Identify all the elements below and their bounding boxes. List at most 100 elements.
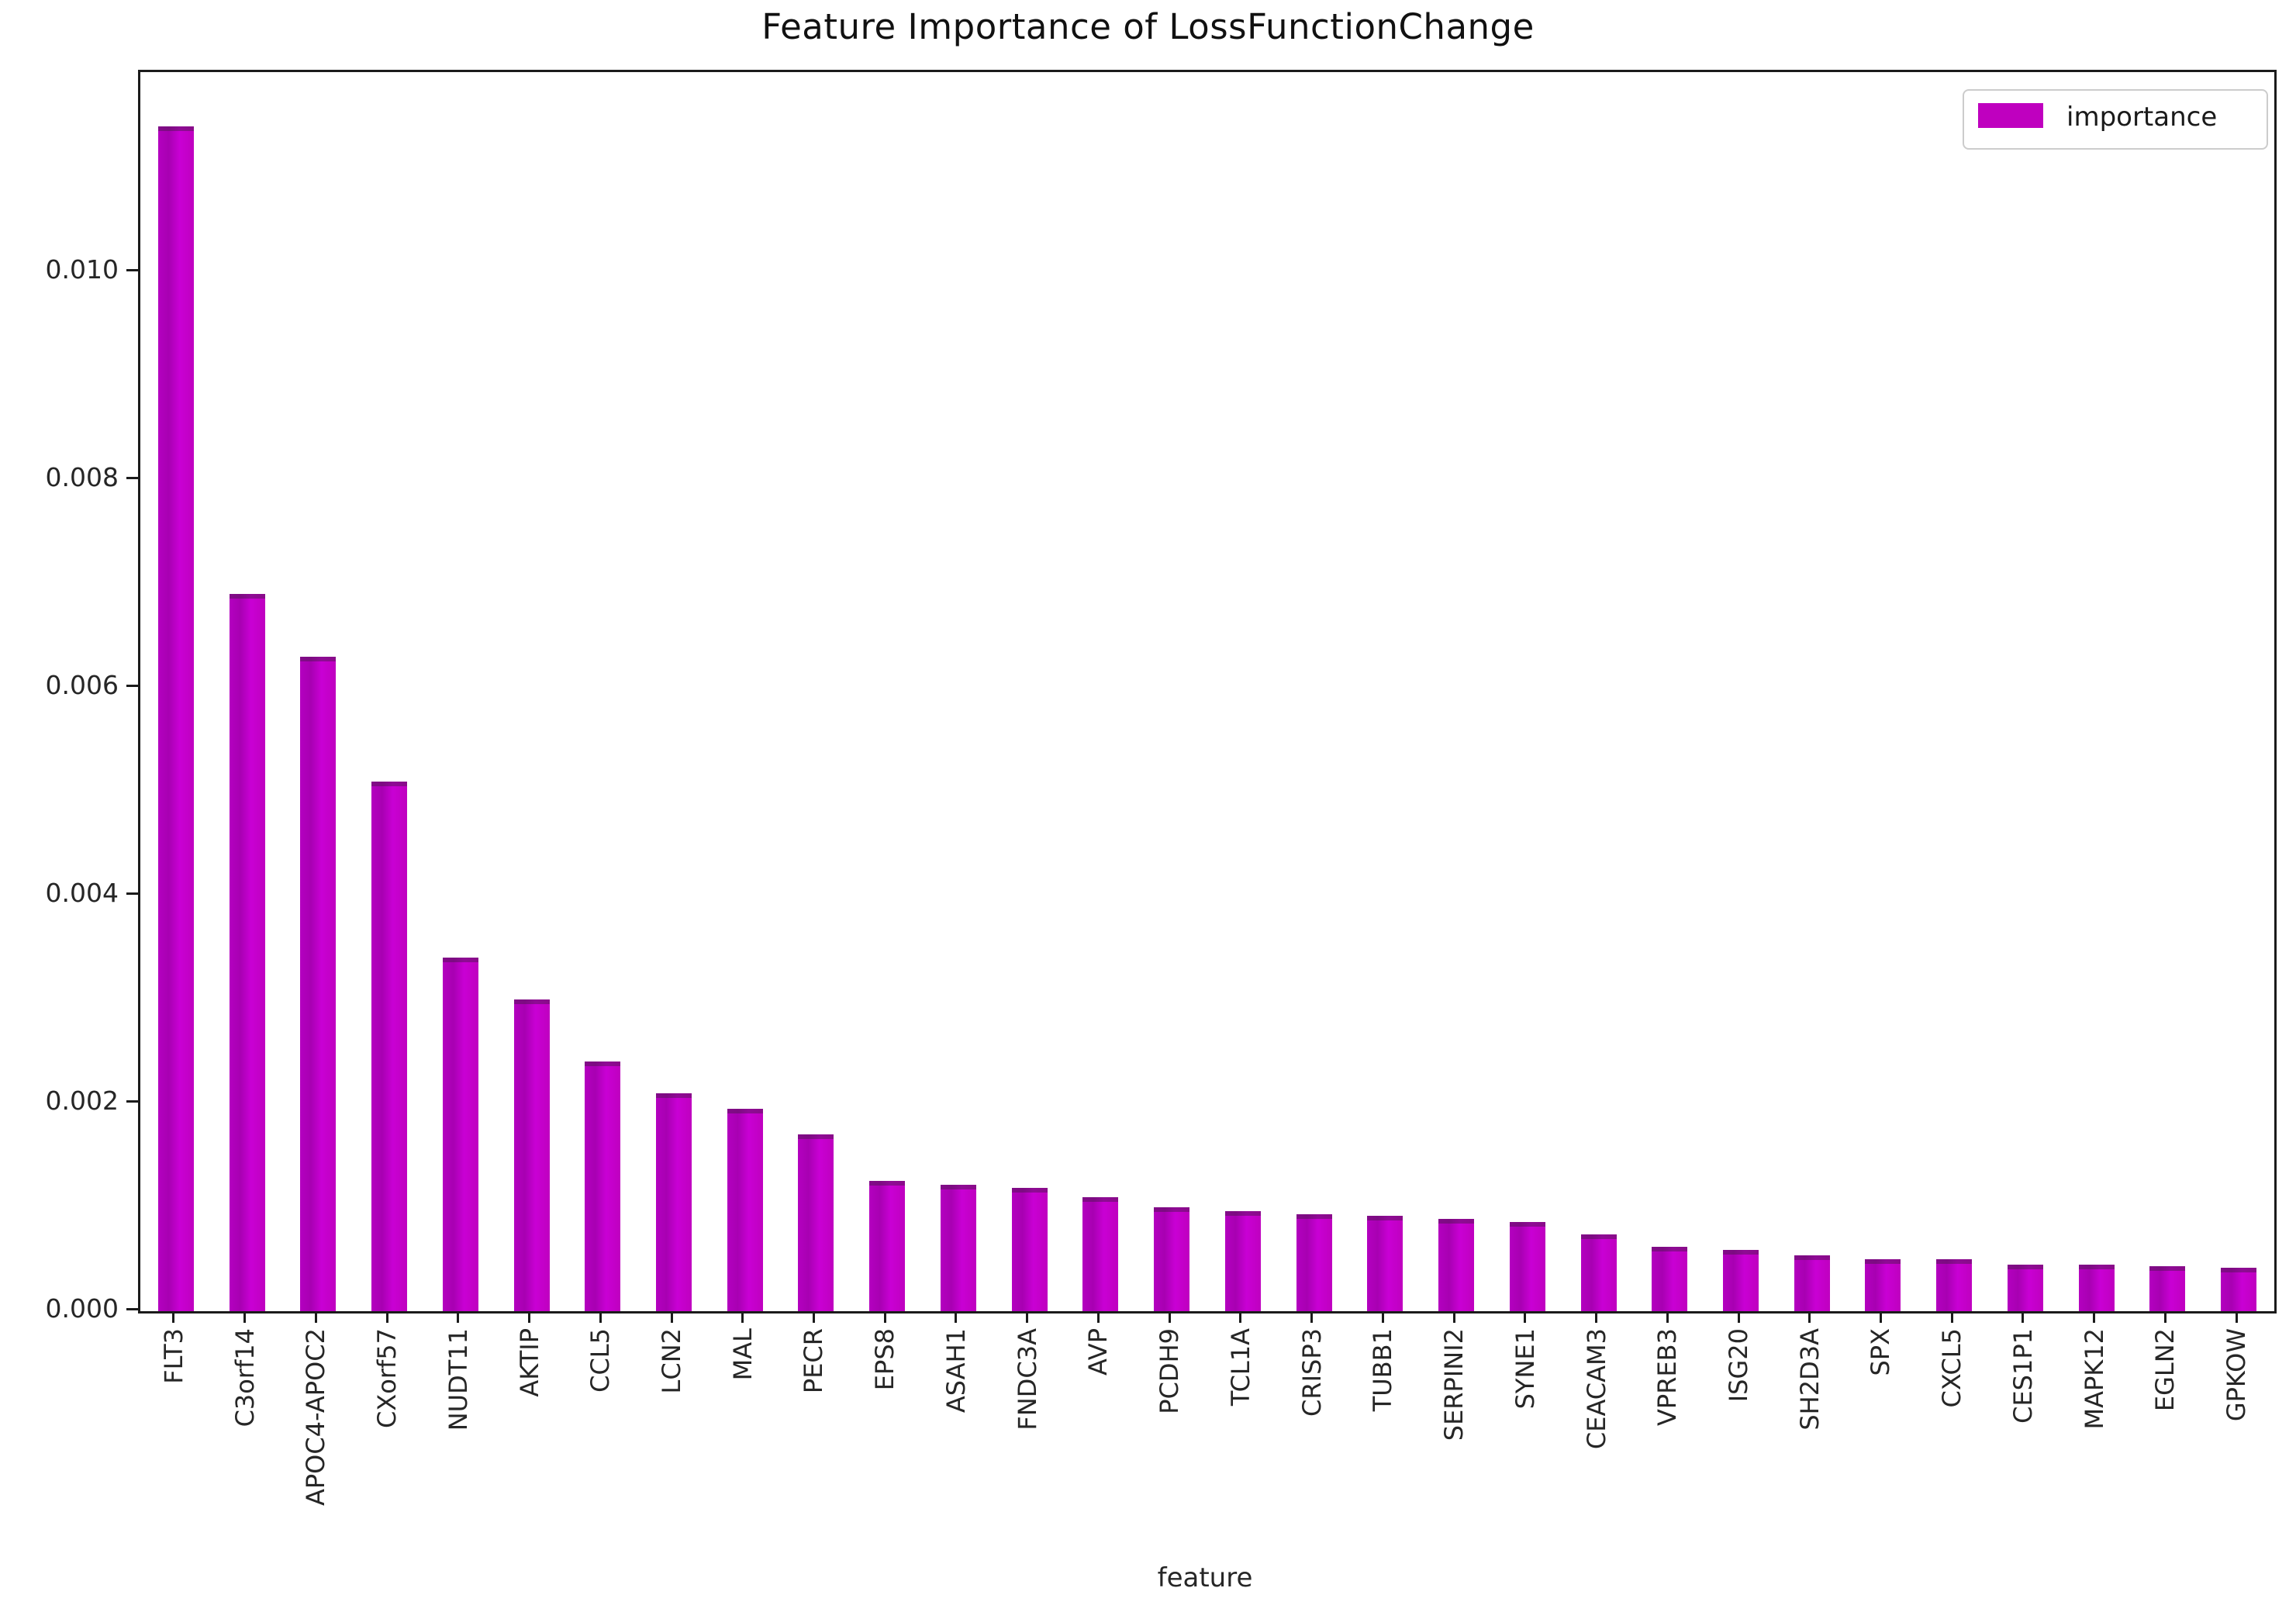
- bar-TUBB1: [1367, 1216, 1403, 1311]
- y-tick-label-0.006: 0.006: [45, 670, 119, 700]
- x-tick-label-FLT3: FLT3: [159, 1328, 188, 1384]
- x-tick-mark: [1808, 1311, 1811, 1323]
- legend: importance: [1963, 89, 2268, 150]
- bar-ASAH1: [941, 1185, 976, 1311]
- bar-VPREB3: [1652, 1247, 1687, 1311]
- chart-title: Feature Importance of LossFunctionChange: [761, 6, 1535, 47]
- x-tick-label-CCL5: CCL5: [585, 1328, 615, 1393]
- x-tick-mark: [1097, 1311, 1100, 1323]
- x-tick-label-ISG20: ISG20: [1724, 1328, 1753, 1403]
- x-tick-label-CES1P1: CES1P1: [2008, 1328, 2038, 1424]
- y-tick-label-0.010: 0.010: [45, 254, 119, 285]
- y-tick-mark: [126, 269, 138, 271]
- bar-EGLN2: [2149, 1266, 2185, 1311]
- x-tick-mark: [955, 1311, 957, 1323]
- y-tick-label-0.002: 0.002: [45, 1086, 119, 1116]
- x-tick-label-PECR: PECR: [799, 1328, 828, 1394]
- x-tick-label-APOC4-APOC2: APOC4-APOC2: [301, 1328, 330, 1506]
- bar-MAL: [727, 1109, 763, 1311]
- importance-color-swatch: [1978, 103, 2043, 128]
- x-axis-label: feature: [1157, 1562, 1253, 1593]
- x-tick-label-TUBB1: TUBB1: [1368, 1328, 1397, 1412]
- x-tick-label-CXorf57: CXorf57: [372, 1328, 402, 1428]
- x-tick-mark: [172, 1311, 174, 1323]
- bar-MAPK12: [2079, 1265, 2115, 1311]
- x-tick-mark: [315, 1311, 317, 1323]
- x-tick-label-EGLN2: EGLN2: [2150, 1328, 2180, 1412]
- x-tick-mark: [741, 1311, 744, 1323]
- y-tick-mark: [126, 1308, 138, 1310]
- x-tick-mark: [2236, 1311, 2238, 1323]
- x-tick-label-AKTIP: AKTIP: [515, 1328, 544, 1397]
- x-tick-label-EPS8: EPS8: [870, 1328, 899, 1391]
- x-tick-label-GPKOW: GPKOW: [2222, 1328, 2251, 1422]
- bar-ISG20: [1723, 1250, 1759, 1311]
- y-tick-mark: [126, 1100, 138, 1103]
- bar-PECR: [798, 1134, 834, 1311]
- y-tick-mark: [126, 892, 138, 895]
- x-tick-mark: [813, 1311, 815, 1323]
- bar-PCDH9: [1154, 1207, 1189, 1311]
- x-tick-mark: [528, 1311, 530, 1323]
- bar-TCL1A: [1225, 1211, 1261, 1311]
- bar-CXCL5: [1936, 1259, 1972, 1311]
- x-tick-label-CEACAM3: CEACAM3: [1582, 1328, 1611, 1450]
- bar-C3orf14: [230, 594, 265, 1311]
- bar-CEACAM3: [1581, 1234, 1617, 1311]
- x-tick-label-PCDH9: PCDH9: [1155, 1328, 1184, 1414]
- x-tick-label-SH2D3A: SH2D3A: [1795, 1328, 1825, 1431]
- x-tick-mark: [1595, 1311, 1597, 1323]
- x-tick-label-MAL: MAL: [728, 1328, 758, 1381]
- bar-AVP: [1082, 1197, 1118, 1311]
- bar-NUDT11: [443, 958, 478, 1311]
- y-tick-label-0.008: 0.008: [45, 462, 119, 492]
- x-tick-label-AVP: AVP: [1083, 1328, 1113, 1376]
- x-tick-mark: [1880, 1311, 1882, 1323]
- bar-SPX: [1865, 1259, 1901, 1311]
- bar-FNDC3A: [1012, 1188, 1048, 1311]
- y-tick-mark: [126, 477, 138, 479]
- bar-GPKOW: [2221, 1268, 2256, 1311]
- x-tick-mark: [599, 1311, 602, 1323]
- bar-AKTIP: [514, 999, 550, 1311]
- legend-label: importance: [2066, 102, 2218, 133]
- x-tick-label-FNDC3A: FNDC3A: [1013, 1328, 1042, 1431]
- x-tick-label-C3orf14: C3orf14: [230, 1328, 260, 1427]
- bar-SERPINI2: [1438, 1219, 1474, 1311]
- x-tick-mark: [1239, 1311, 1241, 1323]
- x-tick-mark: [2164, 1311, 2167, 1323]
- bar-SYNE1: [1510, 1222, 1545, 1311]
- x-tick-label-LCN2: LCN2: [657, 1328, 686, 1394]
- x-tick-mark: [1026, 1311, 1028, 1323]
- x-tick-label-NUDT11: NUDT11: [444, 1328, 473, 1431]
- x-tick-mark: [1453, 1311, 1455, 1323]
- x-tick-label-CRISP3: CRISP3: [1297, 1328, 1327, 1417]
- x-tick-mark: [1310, 1311, 1313, 1323]
- x-tick-mark: [1382, 1311, 1384, 1323]
- x-tick-mark: [243, 1311, 246, 1323]
- x-tick-mark: [1169, 1311, 1171, 1323]
- bar-APOC4-APOC2: [300, 657, 336, 1311]
- x-tick-mark: [884, 1311, 886, 1323]
- x-tick-mark: [386, 1311, 388, 1323]
- x-tick-mark: [1738, 1311, 1740, 1323]
- x-tick-label-SERPINI2: SERPINI2: [1439, 1328, 1469, 1441]
- x-tick-mark: [1951, 1311, 1953, 1323]
- plot-area: importance: [138, 70, 2277, 1313]
- bar-EPS8: [869, 1181, 905, 1311]
- y-tick-label-0.004: 0.004: [45, 878, 119, 908]
- x-tick-label-ASAH1: ASAH1: [941, 1328, 971, 1414]
- bar-LCN2: [656, 1093, 692, 1311]
- x-tick-mark: [1524, 1311, 1526, 1323]
- x-tick-label-SPX: SPX: [1866, 1328, 1895, 1376]
- x-tick-label-MAPK12: MAPK12: [2080, 1328, 2109, 1430]
- x-tick-mark: [1666, 1311, 1669, 1323]
- x-tick-mark: [671, 1311, 673, 1323]
- bar-FLT3: [158, 126, 194, 1311]
- x-tick-label-CXCL5: CXCL5: [1937, 1328, 1966, 1408]
- x-tick-mark: [457, 1311, 459, 1323]
- x-tick-label-TCL1A: TCL1A: [1226, 1328, 1255, 1407]
- x-tick-mark: [2093, 1311, 2095, 1323]
- x-tick-label-SYNE1: SYNE1: [1511, 1328, 1540, 1410]
